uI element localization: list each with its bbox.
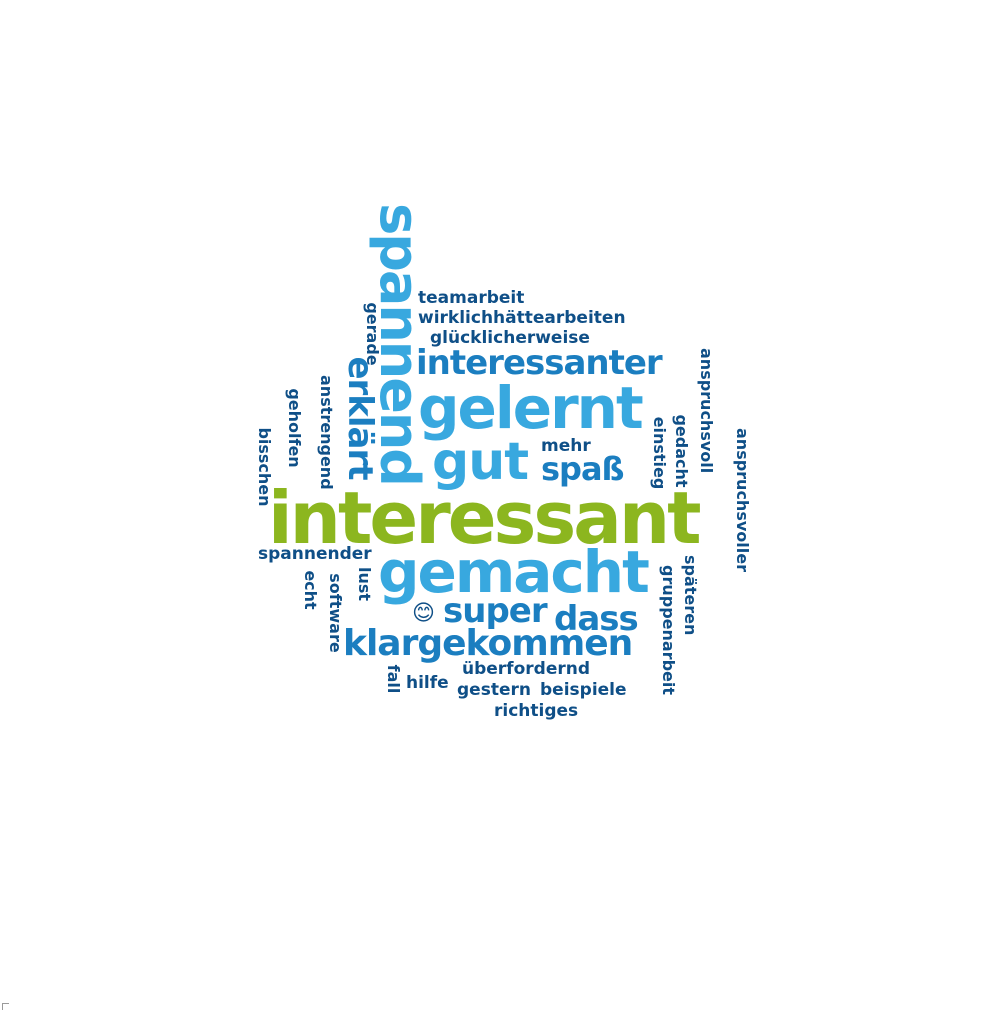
word-gemacht: gemacht	[378, 538, 650, 606]
word-klargekommen: klargekommen	[343, 623, 633, 664]
word-anstrengend: anstrengend	[317, 375, 336, 490]
word-geholfen: geholfen	[285, 388, 304, 468]
word-spaeteren: späteren	[681, 555, 700, 636]
word-software: software	[326, 573, 345, 653]
word-lust: lust	[355, 566, 374, 602]
word-wirklichhaettearbeiten: wirklichhättearbeiten	[418, 308, 626, 328]
word-fall: fall	[384, 664, 403, 694]
word-spannender: spannender	[258, 544, 372, 564]
word-richtiges: richtiges	[494, 701, 579, 721]
word-gerade: gerade	[363, 302, 382, 366]
word-einstieg: einstieg	[650, 416, 669, 490]
word-gedacht: gedacht	[672, 414, 691, 488]
word-anspruchsvoll: anspruchsvoll	[697, 348, 716, 474]
word-gestern: gestern	[457, 680, 531, 700]
word-erklaert: erklärt	[340, 356, 380, 480]
word-dass: dass	[554, 599, 639, 639]
word-anspruchsvoller: anspruchsvoller	[733, 428, 752, 572]
smiley-emoji-icon: 😊	[412, 601, 435, 626]
word-super: super	[443, 591, 548, 631]
word-beispiele: beispiele	[540, 680, 627, 700]
word-interessant: interessant	[268, 476, 701, 560]
word-teamarbeit: teamarbeit	[418, 288, 525, 308]
corner-mark	[2, 1003, 9, 1010]
word-gelernt: gelernt	[418, 374, 644, 442]
word-gut: gut	[432, 432, 529, 492]
word-hilfe: hilfe	[406, 673, 449, 693]
word-gluecklicherweise: glücklicherweise	[430, 328, 590, 348]
word-interessanter: interessanter	[416, 343, 663, 383]
word-bisschen: bisschen	[255, 427, 274, 507]
word-echt: echt	[301, 570, 320, 610]
word-mehr: mehr	[541, 436, 591, 456]
word-gruppenarbeit: gruppenarbeit	[659, 565, 678, 696]
word-ueberfordernd: überfordernd	[462, 659, 590, 679]
word-spass: spaß	[541, 450, 625, 488]
